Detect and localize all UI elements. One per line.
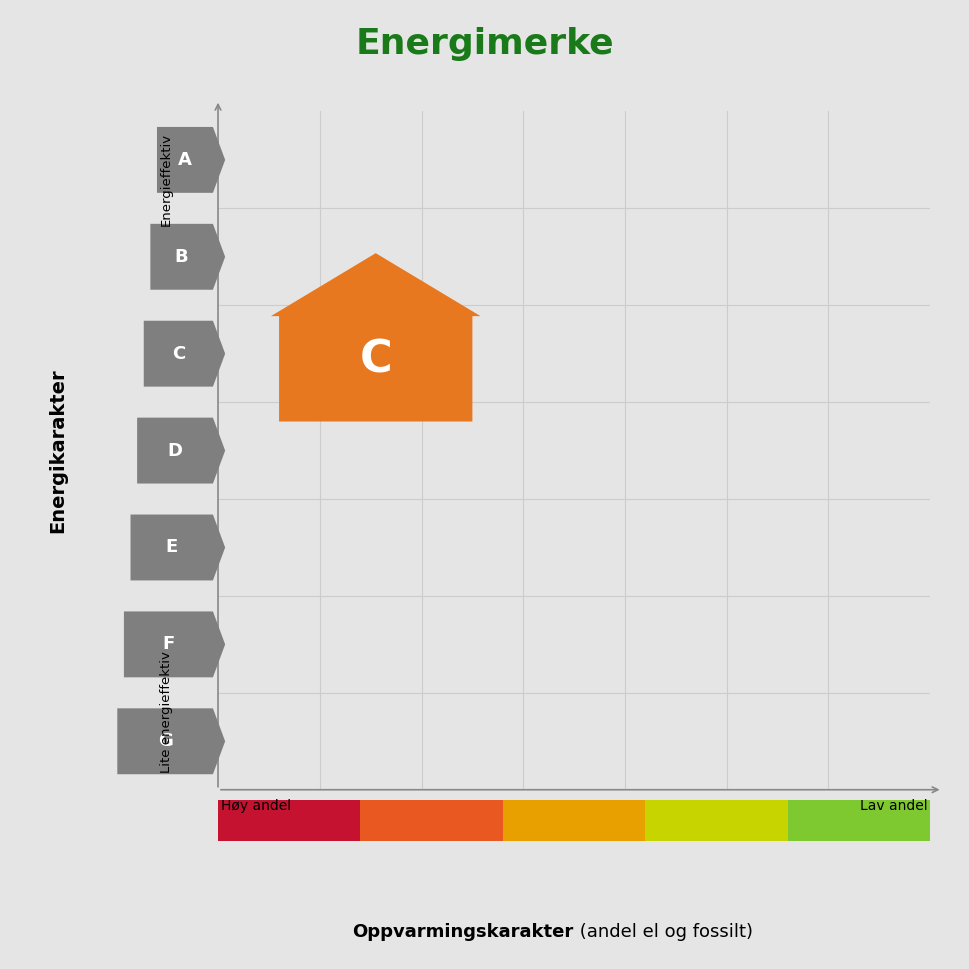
Bar <box>645 800 788 841</box>
Text: Lite energieffektiv: Lite energieffektiv <box>160 651 173 773</box>
Text: Energikarakter: Energikarakter <box>48 368 68 533</box>
Text: Oppvarmingskarakter: Oppvarmingskarakter <box>353 923 574 941</box>
Polygon shape <box>117 708 225 774</box>
Text: C: C <box>359 339 392 382</box>
Text: E: E <box>166 539 178 556</box>
Polygon shape <box>124 611 225 677</box>
Polygon shape <box>157 127 225 193</box>
Polygon shape <box>143 321 225 387</box>
Text: (andel el og fossilt): (andel el og fossilt) <box>574 923 753 941</box>
Text: F: F <box>162 636 174 653</box>
Bar <box>930 800 969 841</box>
Bar <box>360 800 503 841</box>
Text: C: C <box>172 345 185 362</box>
Polygon shape <box>138 418 225 484</box>
Polygon shape <box>150 224 225 290</box>
Polygon shape <box>131 515 225 580</box>
Text: A: A <box>178 151 192 169</box>
Bar <box>788 800 930 841</box>
Text: G: G <box>158 733 172 750</box>
Bar <box>218 800 360 841</box>
Text: Høy andel: Høy andel <box>221 799 291 813</box>
Text: D: D <box>168 442 182 459</box>
Bar <box>503 800 645 841</box>
Text: B: B <box>174 248 188 266</box>
Text: Energieffektiv: Energieffektiv <box>160 133 173 226</box>
Text: Energimerke: Energimerke <box>356 26 613 61</box>
Text: Lav andel: Lav andel <box>860 799 927 813</box>
Polygon shape <box>271 253 481 422</box>
